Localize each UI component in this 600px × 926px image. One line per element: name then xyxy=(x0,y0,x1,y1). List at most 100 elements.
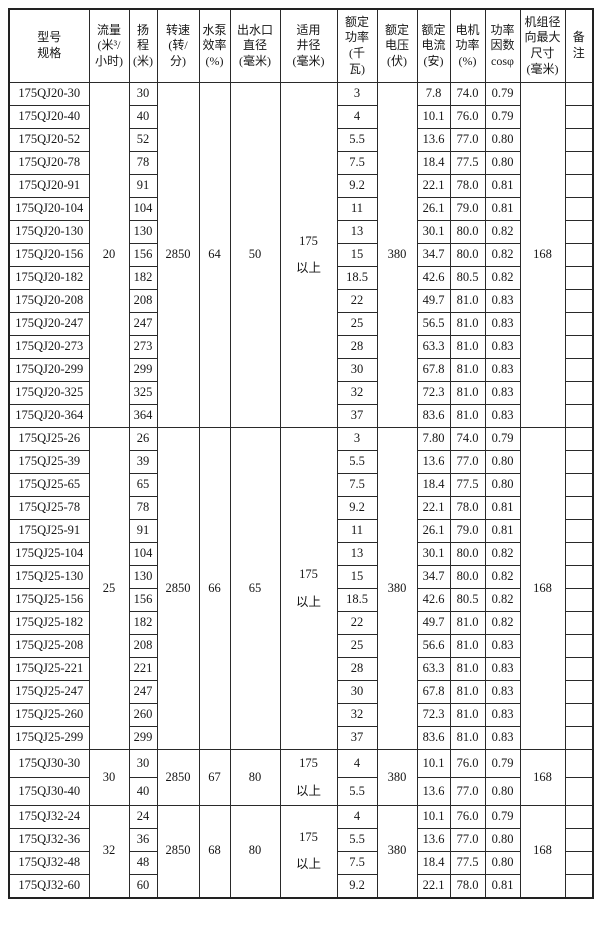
table-row: 175QJ25-208 208 25 56.6 81.0 0.83 xyxy=(8,634,594,658)
cell-current: 49.7 xyxy=(416,289,451,313)
table-row: 175QJ25-130 130 15 34.7 80.0 0.82 xyxy=(8,565,594,589)
table-row: 175QJ25-156 156 18.5 42.6 80.5 0.82 xyxy=(8,588,594,612)
cell-remark xyxy=(564,777,594,806)
table-row: 175QJ32-60 60 9.2 22.1 78.0 0.81 xyxy=(8,874,594,898)
cell-current: 83.6 xyxy=(416,726,451,750)
cell-motor-eff: 77.5 xyxy=(449,473,486,497)
cell-current: 83.6 xyxy=(416,404,451,428)
cell-head: 182 xyxy=(128,266,158,290)
cell-well: 175 以上 xyxy=(279,749,338,806)
cell-remark xyxy=(564,749,594,778)
cell-motor-eff: 76.0 xyxy=(449,805,486,829)
header-pump_eff: 水泵 效率 (%) xyxy=(198,8,231,83)
cell-head: 65 xyxy=(128,473,158,497)
cell-head: 325 xyxy=(128,381,158,405)
cell-head: 130 xyxy=(128,565,158,589)
cell-outlet: 50 xyxy=(229,82,281,428)
cell-remark xyxy=(564,680,594,704)
table-row: 175QJ20-104 104 11 26.1 79.0 0.81 xyxy=(8,197,594,221)
cell-model: 175QJ20-130 xyxy=(8,220,90,244)
table-row: 175QJ20-156 156 15 34.7 80.0 0.82 xyxy=(8,243,594,267)
cell-motor-eff: 80.0 xyxy=(449,220,486,244)
cell-power: 30 xyxy=(336,358,378,382)
cell-motor-eff: 76.0 xyxy=(449,749,486,778)
cell-outlet: 80 xyxy=(229,805,281,898)
cell-remark xyxy=(564,473,594,497)
cell-remark xyxy=(564,657,594,681)
table-row: 175QJ30-30 30 30 2850 67 80 175 以上 4 380 10.1 76.0… xyxy=(8,749,594,806)
cell-head: 36 xyxy=(128,828,158,852)
cell-cos-phi: 0.82 xyxy=(484,588,521,612)
table-row: 175QJ20-182 182 18.5 42.6 80.5 0.82 xyxy=(8,266,594,290)
cell-voltage: 380 xyxy=(376,427,418,750)
header-model: 型号 规格 xyxy=(8,8,90,83)
cell-model: 175QJ25-156 xyxy=(8,588,90,612)
cell-remark xyxy=(564,496,594,520)
cell-current: 49.7 xyxy=(416,611,451,635)
table-row: 175QJ20-78 78 7.5 18.4 77.5 0.80 xyxy=(8,151,594,175)
cell-head: 208 xyxy=(128,634,158,658)
cell-well: 175 以上 xyxy=(279,427,338,750)
cell-remark xyxy=(564,312,594,336)
cell-motor-eff: 80.5 xyxy=(449,266,486,290)
cell-remark xyxy=(564,220,594,244)
cell-current: 7.8 xyxy=(416,82,451,106)
cell-motor-eff: 81.0 xyxy=(449,312,486,336)
cell-head: 48 xyxy=(128,851,158,875)
table-row: 175QJ25-299 299 37 83.6 81.0 0.83 xyxy=(8,726,594,750)
table-row: 175QJ20-364 364 37 83.6 81.0 0.83 xyxy=(8,404,594,428)
cell-power: 32 xyxy=(336,703,378,727)
cell-model: 175QJ20-52 xyxy=(8,128,90,152)
cell-radial: 168 xyxy=(519,427,566,750)
cell-radial: 168 xyxy=(519,805,566,898)
cell-model: 175QJ30-40 xyxy=(8,777,90,806)
cell-current: 67.8 xyxy=(416,680,451,704)
cell-head: 39 xyxy=(128,450,158,474)
cell-current: 72.3 xyxy=(416,381,451,405)
cell-remark xyxy=(564,105,594,129)
cell-remark xyxy=(564,874,594,898)
cell-model: 175QJ32-48 xyxy=(8,851,90,875)
cell-motor-eff: 74.0 xyxy=(449,82,486,106)
cell-model: 175QJ20-208 xyxy=(8,289,90,313)
cell-model: 175QJ25-65 xyxy=(8,473,90,497)
table-row: 175QJ25-221 221 28 63.3 81.0 0.83 xyxy=(8,657,594,681)
cell-remark xyxy=(564,805,594,829)
cell-current: 7.80 xyxy=(416,427,451,451)
cell-remark xyxy=(564,335,594,359)
cell-head: 60 xyxy=(128,874,158,898)
header-motor_eff: 电机 功率 (%) xyxy=(449,8,486,83)
cell-model: 175QJ20-91 xyxy=(8,174,90,198)
cell-motor-eff: 81.0 xyxy=(449,703,486,727)
cell-model: 175QJ25-130 xyxy=(8,565,90,589)
cell-power: 5.5 xyxy=(336,828,378,852)
cell-head: 260 xyxy=(128,703,158,727)
cell-cos-phi: 0.80 xyxy=(484,128,521,152)
cell-motor-eff: 79.0 xyxy=(449,197,486,221)
cell-current: 13.6 xyxy=(416,777,451,806)
cell-cos-phi: 0.81 xyxy=(484,874,521,898)
cell-flow: 20 xyxy=(88,82,130,428)
cell-voltage: 380 xyxy=(376,749,418,806)
cell-head: 26 xyxy=(128,427,158,451)
cell-pump-eff: 66 xyxy=(198,427,231,750)
cell-power: 5.5 xyxy=(336,450,378,474)
cell-model: 175QJ20-30 xyxy=(8,82,90,106)
cell-remark xyxy=(564,851,594,875)
cell-current: 22.1 xyxy=(416,496,451,520)
cell-speed: 2850 xyxy=(156,749,200,806)
cell-remark xyxy=(564,450,594,474)
cell-cos-phi: 0.83 xyxy=(484,703,521,727)
cell-power: 3 xyxy=(336,427,378,451)
table-row: 175QJ25-182 182 22 49.7 81.0 0.82 xyxy=(8,611,594,635)
cell-model: 175QJ25-208 xyxy=(8,634,90,658)
cell-current: 34.7 xyxy=(416,565,451,589)
cell-model: 175QJ20-299 xyxy=(8,358,90,382)
cell-motor-eff: 81.0 xyxy=(449,657,486,681)
cell-model: 175QJ25-260 xyxy=(8,703,90,727)
cell-cos-phi: 0.83 xyxy=(484,312,521,336)
cell-motor-eff: 81.0 xyxy=(449,381,486,405)
cell-current: 13.6 xyxy=(416,450,451,474)
cell-remark xyxy=(564,174,594,198)
